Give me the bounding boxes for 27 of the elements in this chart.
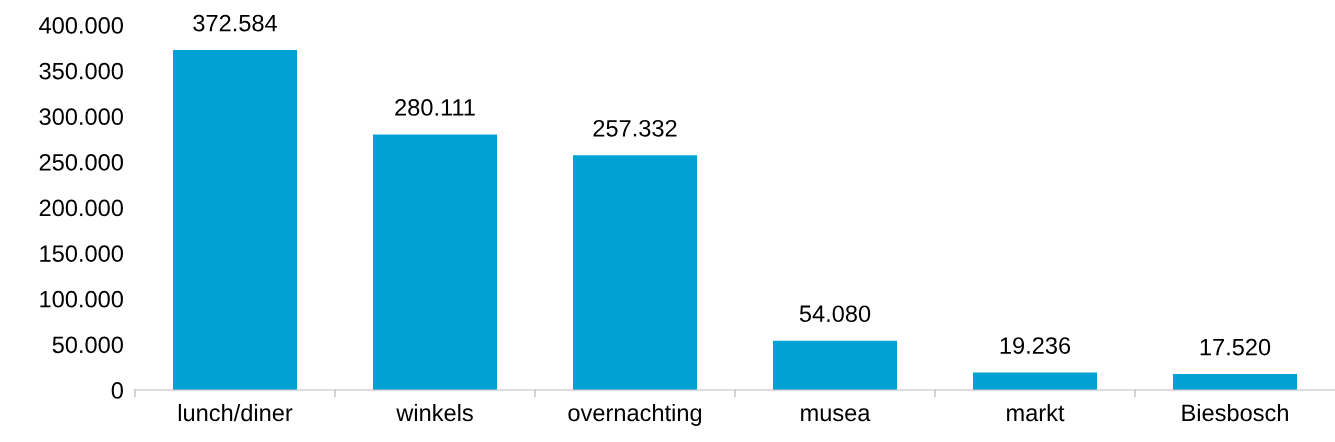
data-label: 19.236 xyxy=(1000,337,1071,354)
y-tick-label: 300.000 xyxy=(39,108,123,126)
y-tick-label: 200.000 xyxy=(39,199,123,217)
x-tick-label: markt xyxy=(1007,403,1065,422)
y-tick-label: 150.000 xyxy=(40,245,123,262)
y-tick-label: 250.000 xyxy=(39,153,123,171)
x-tick-label: musea xyxy=(801,408,871,422)
x-tick-label: winkels xyxy=(396,403,473,422)
bar xyxy=(1173,374,1297,390)
bar xyxy=(573,155,697,390)
y-tick-label: 350.000 xyxy=(39,62,123,80)
data-label: 372.584 xyxy=(193,14,277,32)
data-label: 280.111 xyxy=(395,99,475,116)
y-tick-label: 400.000 xyxy=(39,17,123,34)
y-tick-label: 50.000 xyxy=(52,336,123,354)
x-tick-label: overnachting xyxy=(568,403,702,426)
y-tick-label: 0 xyxy=(111,382,123,399)
y-tick-label: 100.000 xyxy=(40,290,123,308)
data-label: 54.080 xyxy=(799,305,871,323)
x-tick-label: lunch/diner xyxy=(178,403,293,422)
bar xyxy=(973,372,1097,390)
bar xyxy=(373,134,497,390)
x-tick-label: Biesbosch xyxy=(1182,403,1288,422)
bar xyxy=(773,340,897,390)
data-label: 17.520 xyxy=(1200,338,1271,356)
bar xyxy=(173,50,297,390)
data-label: 257.332 xyxy=(593,119,677,137)
